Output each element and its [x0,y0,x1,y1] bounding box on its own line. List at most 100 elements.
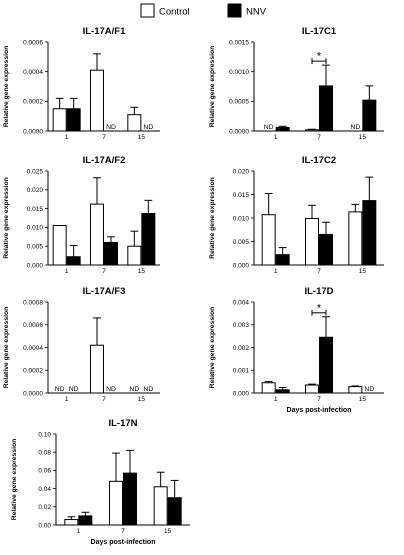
x-tick-label: 1 [65,396,69,403]
legend-swatch-control [140,3,155,18]
chart-panel: IL-17D Relative gene expression 0.000 0.001… [209,286,384,414]
y-tick-label: 0.0000 [23,128,43,135]
bar [305,217,319,266]
x-tick-label: 1 [65,268,69,275]
y-tick-label: 0.00 [38,522,51,529]
y-tick-label: 0.10 [38,431,51,438]
y-axis-label: Relative gene expression [3,177,10,259]
y-tick-label: 0.0008 [23,299,43,306]
bar [109,480,123,526]
bar [348,386,363,394]
y-tick-label: 0.000 [233,390,250,397]
panels: IL-17A/F1 Relative gene expression 0.0000 0… [3,26,384,546]
bar [319,233,333,266]
bar [362,200,377,266]
x-tick-label: 7 [121,528,125,535]
y-tick-label: 0.004 [233,299,250,306]
y-tick-label: 0.06 [38,468,51,475]
legend-label-nnv: NNV [246,7,267,18]
bar [90,203,104,266]
chart-title: IL-17C2 [302,155,336,166]
y-tick-label: 0.000 [27,262,44,269]
y-tick-label: 0.002 [233,345,250,352]
bar [362,99,377,132]
x-tick-label: 15 [359,396,367,403]
bar [141,212,156,266]
y-tick-label: 0.003 [233,322,250,329]
bar [127,245,142,266]
x-tick-label: 7 [317,396,321,403]
x-tick-label: 1 [77,528,81,535]
bar [52,225,67,266]
bar [127,114,142,132]
y-tick-label: 0.02 [38,504,51,511]
x-tick-label: 7 [102,134,106,141]
y-tick-label: 0.000 [233,262,250,269]
x-tick-label: 7 [317,268,321,275]
bar [78,515,93,526]
y-tick-label: 0.025 [27,168,44,175]
y-tick-label: 0.0002 [23,99,43,106]
bar [52,108,67,132]
bar [275,126,290,132]
y-axis-label: Relative gene expression [209,307,216,389]
y-tick-label: 0.04 [38,486,51,493]
y-tick-label: 0.015 [27,206,44,213]
significance-star: * [317,51,322,63]
chart-panel: IL-17A/F2 Relative gene expression 0.000 0.… [3,155,160,275]
y-tick-label: 0.005 [27,244,44,251]
nd-label: ND [106,386,116,393]
bar [153,486,168,526]
y-tick-label: 0.0002 [23,368,43,375]
nd-label: ND [143,386,153,393]
chart-title: IL-17A/F3 [83,286,126,297]
y-axis-label: Relative gene expression [11,439,18,521]
y-tick-label: 0.08 [38,450,51,457]
nd-label: ND [264,124,274,131]
bar [167,497,182,526]
chart-title: IL-17N [108,418,137,429]
chart-title: IL-17A/F2 [83,155,126,166]
x-tick-label: 15 [138,396,146,403]
legend: Control NNV [140,3,267,18]
y-tick-label: 0.0000 [23,390,43,397]
chart-panel: IL-17C1 Relative gene expression 0.0000 0.0… [209,26,384,141]
chart-panel: IL-17N Relative gene expression 0.00 0.02 0.… [11,418,190,546]
nd-label: ND [143,124,153,131]
y-axis-label: Relative gene expression [209,46,216,128]
chart-title: IL-17C1 [302,26,337,37]
nd-label: ND [69,386,79,393]
bar [64,519,79,526]
y-tick-label: 0.0005 [229,99,249,106]
legend-label-control: Control [159,7,190,18]
bar [319,336,333,394]
bar [123,472,137,526]
y-tick-label: 0.0004 [23,345,43,352]
bar [305,384,319,394]
x-axis-label: Days post-infection [287,407,352,414]
x-tick-label: 15 [359,268,367,275]
chart-panel: IL-17A/F3 Relative gene expression 0.0000 0… [3,286,160,403]
y-tick-label: 0.0006 [23,322,43,329]
bar [275,254,290,266]
bar [261,214,276,266]
nd-label: ND [106,124,116,131]
significance-star: * [317,302,322,314]
bar [66,256,81,266]
bar [261,382,276,394]
chart-title: IL-17A/F1 [83,26,126,37]
y-axis-label: Relative gene expression [209,177,216,259]
y-tick-label: 0.005 [233,239,250,246]
chart-panel: IL-17C2 Relative gene expression 0.000 0.00… [209,155,384,275]
nd-label: ND [129,386,139,393]
x-tick-label: 1 [274,396,278,403]
legend-swatch-nnv [227,3,242,18]
x-axis-label: Days post-infection [91,539,156,546]
y-tick-label: 0.020 [27,187,44,194]
y-tick-label: 0.0010 [229,69,249,76]
x-tick-label: 1 [65,134,69,141]
x-tick-label: 7 [102,396,106,403]
x-tick-label: 15 [138,134,146,141]
